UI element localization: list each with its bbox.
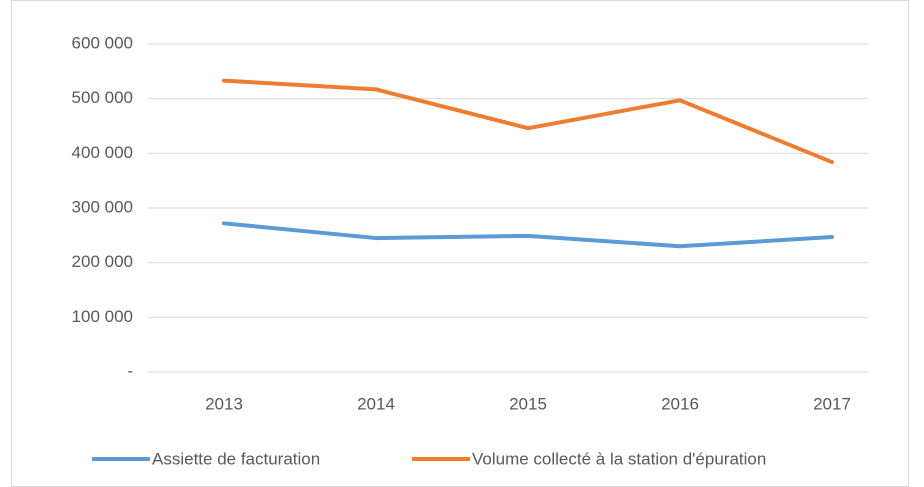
y-tick-label: 300 000	[72, 197, 133, 216]
y-tick-label: 500 000	[72, 88, 133, 107]
legend-label: Assiette de facturation	[152, 449, 320, 468]
y-tick-label: 100 000	[72, 307, 133, 326]
chart-frame	[11, 0, 909, 487]
y-tick-label: 200 000	[72, 252, 133, 271]
series-line	[222, 221, 834, 249]
x-tick-label: 2017	[813, 394, 851, 413]
legend-label: Volume collecté à la station d'épuration	[472, 449, 766, 468]
y-tick-label: 600 000	[72, 33, 133, 52]
y-tick-label: 400 000	[72, 143, 133, 162]
y-tick-label: -	[127, 361, 133, 380]
x-tick-label: 2013	[205, 394, 243, 413]
x-tick-label: 2016	[661, 394, 699, 413]
x-tick-label: 2015	[509, 394, 547, 413]
x-tick-label: 2014	[357, 394, 395, 413]
series-line	[222, 78, 834, 165]
